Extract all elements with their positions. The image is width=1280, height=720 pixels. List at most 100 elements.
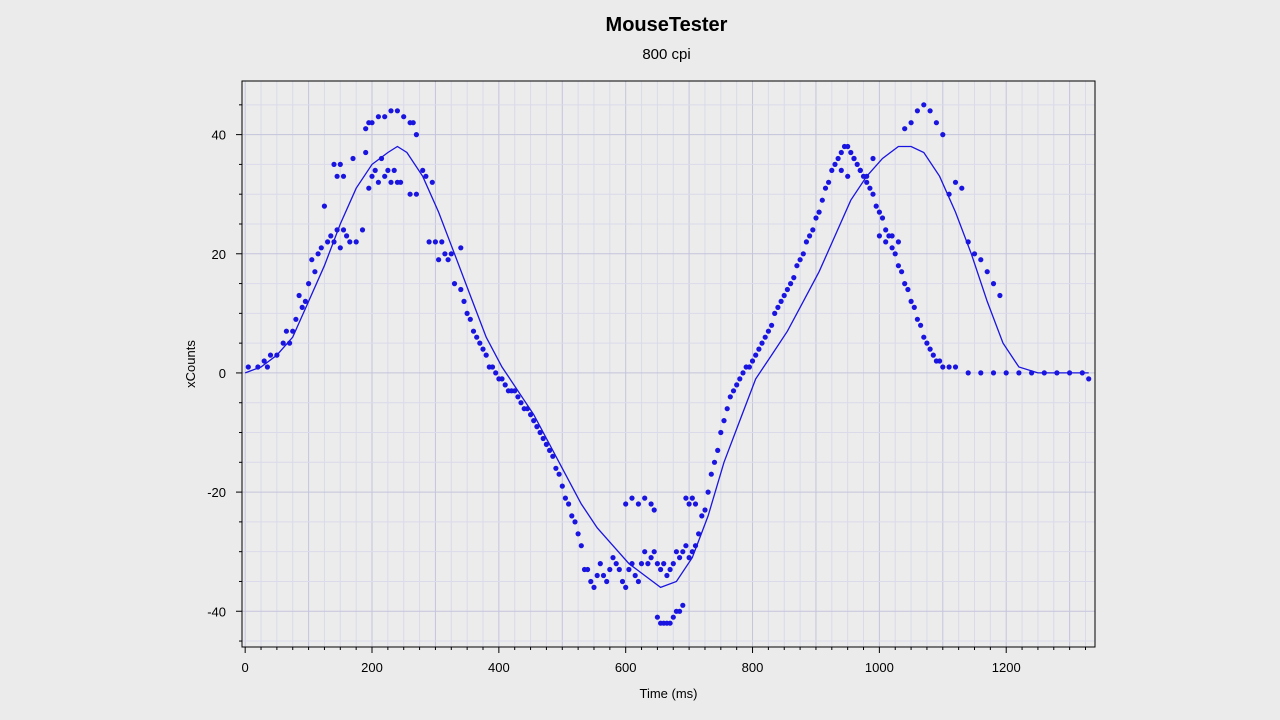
data-point: [363, 149, 369, 156]
data-point: [423, 173, 429, 179]
x-axis-title: Time (ms): [639, 686, 697, 701]
data-point: [984, 269, 990, 275]
data-point: [287, 340, 293, 346]
data-point: [340, 227, 347, 233]
data-point: [661, 561, 667, 567]
data-point: [1079, 370, 1085, 376]
data-point: [350, 155, 356, 162]
data-point: [524, 406, 531, 412]
plot-frame: [241, 80, 1096, 648]
data-point: [845, 143, 851, 150]
data-point: [835, 155, 841, 162]
data-point: [588, 578, 594, 585]
data-point: [753, 352, 759, 358]
data-point: [401, 114, 407, 120]
data-point: [534, 424, 540, 430]
data-point: [826, 179, 832, 185]
data-point: [299, 304, 305, 310]
data-point: [654, 614, 661, 620]
data-point: [670, 614, 676, 620]
data-point: [537, 429, 543, 436]
data-point: [889, 245, 895, 251]
grid: [242, 81, 1095, 647]
data-point: [921, 102, 927, 108]
data-point: [816, 209, 822, 215]
data-point: [867, 185, 873, 191]
data-point: [321, 203, 327, 209]
data-point: [680, 549, 686, 555]
y-tick-label: -20: [207, 485, 226, 500]
data-point: [927, 108, 933, 114]
data-point: [822, 185, 829, 191]
chart-title: MouseTester: [605, 14, 728, 36]
data-point: [765, 328, 772, 334]
data-point: [1029, 370, 1035, 376]
data-point: [623, 501, 629, 507]
data-point: [680, 602, 686, 608]
data-point: [797, 257, 803, 263]
data-point: [366, 185, 372, 191]
data-point: [413, 132, 419, 138]
data-point: [978, 370, 984, 376]
data-point: [851, 155, 857, 162]
y-tick-label: -40: [207, 604, 226, 619]
data-point: [502, 382, 508, 388]
data-point: [394, 108, 400, 114]
data-point: [667, 566, 673, 573]
data-point: [382, 173, 388, 179]
data-point: [759, 340, 765, 346]
data-point: [838, 149, 844, 156]
data-point: [832, 161, 838, 167]
data-point: [344, 233, 350, 239]
data-point: [340, 173, 347, 179]
data-point: [854, 161, 860, 167]
data-point: [677, 555, 683, 561]
data-point: [385, 167, 391, 173]
data-point: [940, 364, 946, 370]
data-point: [347, 239, 353, 245]
data-point: [540, 435, 546, 442]
data-point: [461, 298, 467, 304]
x-tick-label: 800: [742, 660, 764, 675]
data-point: [918, 322, 924, 328]
data-point: [908, 120, 914, 126]
data-point: [604, 578, 610, 585]
data-point: [756, 346, 762, 352]
data-point: [306, 281, 312, 287]
data-point: [775, 304, 781, 310]
data-point: [664, 572, 670, 579]
x-tick-label: 1200: [992, 660, 1021, 675]
data-point: [654, 561, 661, 567]
data-point: [372, 167, 378, 173]
data-point: [420, 167, 426, 173]
data-point: [946, 191, 952, 197]
data-point: [464, 310, 470, 316]
data-point: [499, 376, 505, 382]
data-point: [448, 251, 454, 257]
data-point: [531, 418, 537, 424]
data-point: [337, 161, 343, 167]
data-point: [914, 108, 921, 114]
data-point: [378, 155, 385, 162]
data-point: [708, 471, 714, 477]
data-point: [959, 185, 965, 191]
data-point: [1067, 370, 1073, 376]
data-point: [413, 191, 419, 197]
data-point: [296, 292, 302, 299]
x-tick-label: 400: [488, 660, 510, 675]
y-tick-label: 20: [212, 247, 226, 262]
data-point: [990, 281, 997, 287]
data-point: [375, 179, 381, 185]
data-point: [933, 120, 940, 126]
data-point: [892, 251, 898, 257]
data-point: [908, 298, 914, 304]
data-point: [737, 376, 743, 382]
x-tick-label: 200: [361, 660, 383, 675]
data-point: [879, 215, 886, 221]
data-point: [467, 316, 473, 322]
data-point: [715, 447, 721, 453]
data-point: [515, 394, 521, 400]
data-point: [578, 543, 584, 549]
data-point: [334, 227, 340, 233]
data-point: [978, 257, 984, 263]
